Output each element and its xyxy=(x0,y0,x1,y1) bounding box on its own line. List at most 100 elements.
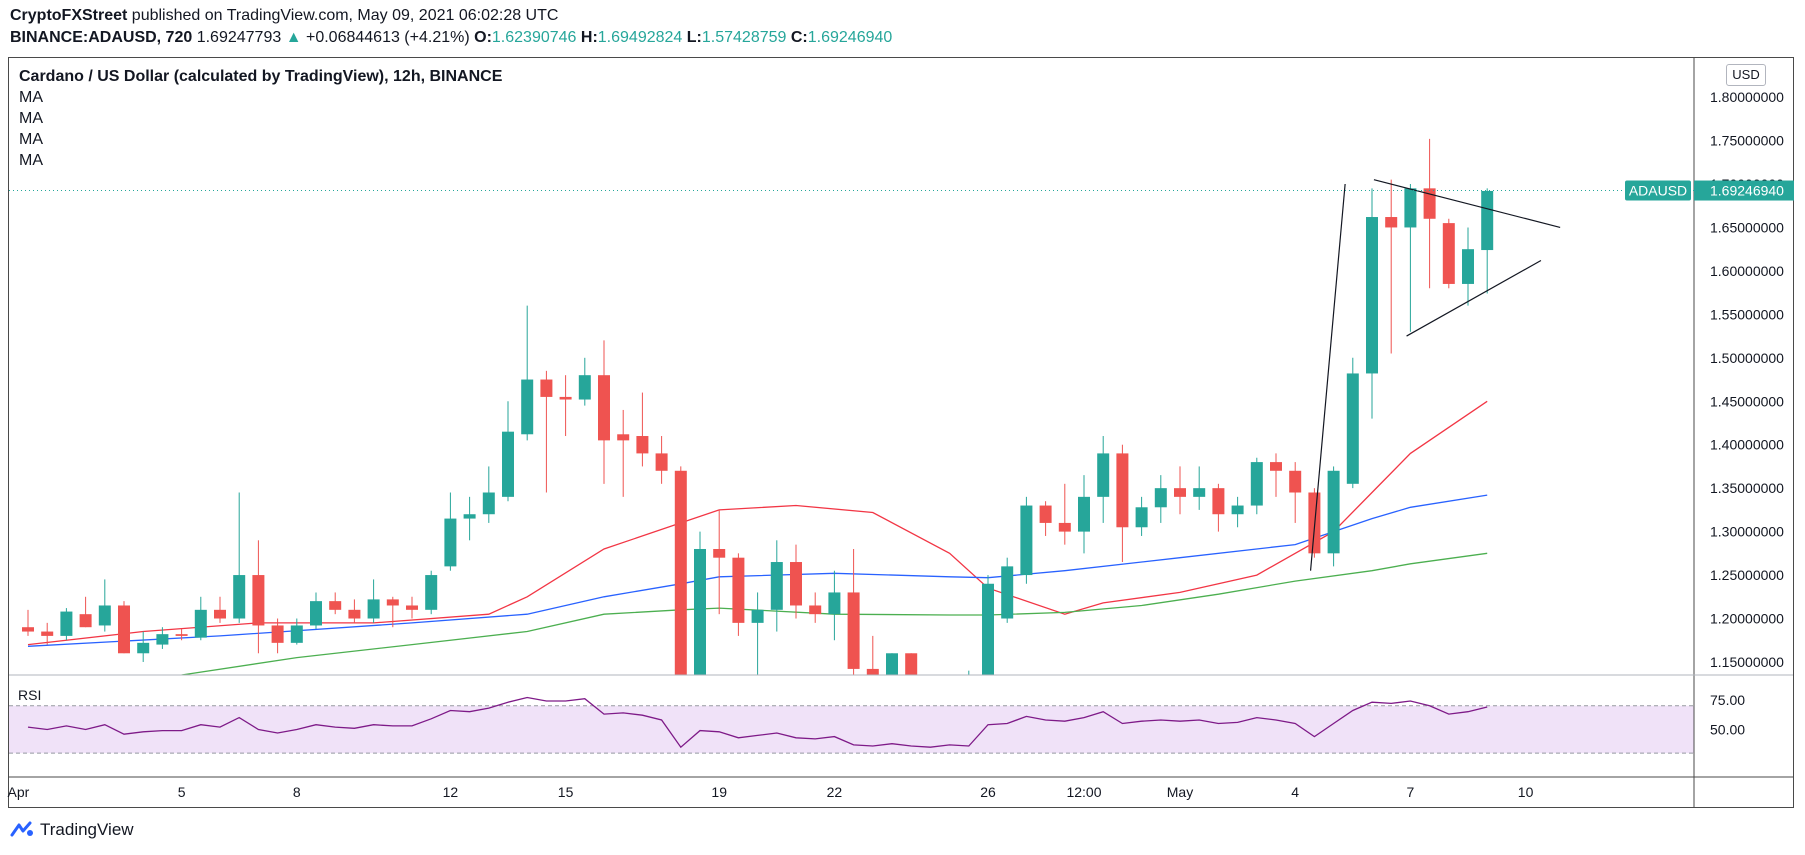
price-tick-label: 1.65000000 xyxy=(1710,219,1784,235)
price-tick-label: 1.25000000 xyxy=(1710,567,1784,583)
open-value: 1.62390746 xyxy=(491,29,577,46)
candle-body xyxy=(1231,505,1244,515)
candle xyxy=(214,596,226,623)
price-tick-label: 1.40000000 xyxy=(1710,437,1784,453)
ma-legend-3[interactable]: MA xyxy=(19,131,43,148)
up-arrow-icon: ▲ xyxy=(285,29,302,46)
candle-body xyxy=(1116,453,1129,528)
moving-averages xyxy=(27,400,1488,675)
candle xyxy=(598,340,610,484)
candle-body xyxy=(1327,470,1340,554)
candle-body xyxy=(194,609,207,638)
candle xyxy=(944,679,956,696)
candle-body xyxy=(886,653,898,675)
candle-body xyxy=(540,379,553,397)
candle xyxy=(1231,496,1244,528)
candle xyxy=(271,618,284,654)
candle xyxy=(636,392,649,467)
candle-body xyxy=(1462,249,1474,284)
candle xyxy=(233,492,246,623)
candle xyxy=(1058,483,1071,545)
candle xyxy=(156,627,169,649)
candle xyxy=(1001,557,1014,623)
candle xyxy=(540,370,553,493)
price-tick-label: 1.30000000 xyxy=(1710,524,1784,540)
trend-line xyxy=(1309,183,1346,571)
symbol-tag xyxy=(1625,180,1691,201)
candle xyxy=(310,592,322,629)
candle xyxy=(60,608,73,641)
candle xyxy=(348,599,361,623)
candle-body xyxy=(310,601,322,626)
rsi-label[interactable]: RSI xyxy=(18,687,42,703)
candle-body xyxy=(1346,373,1359,484)
candle xyxy=(694,531,706,675)
candle-body xyxy=(79,614,92,628)
candle-body xyxy=(444,518,457,567)
candle xyxy=(713,509,726,615)
tradingview-logo[interactable]: TradingView xyxy=(10,820,134,840)
candle xyxy=(1135,496,1148,536)
candle-body xyxy=(463,514,476,519)
candle xyxy=(425,570,438,615)
ma-legend-4[interactable]: MA xyxy=(19,152,43,169)
candle-body xyxy=(1212,488,1225,515)
candle xyxy=(617,409,630,497)
candle xyxy=(1346,357,1359,489)
published-text: published on TradingView.com, May 09, 20… xyxy=(127,7,559,24)
candle-body xyxy=(1097,453,1110,497)
close-value: 1.69246940 xyxy=(807,29,893,46)
candle xyxy=(1481,188,1494,294)
candle-body xyxy=(175,634,188,636)
candle-body xyxy=(963,681,975,684)
time-tick-label: 12:00 xyxy=(1066,784,1101,800)
rsi-tick-label: 50.00 xyxy=(1710,721,1745,737)
candle-body xyxy=(578,375,591,400)
candle-body xyxy=(866,668,879,675)
ohlc-line: BINANCE:ADAUSD, 720 1.69247793 ▲ +0.0684… xyxy=(10,29,892,47)
high-label: H: xyxy=(580,29,598,46)
candle-body xyxy=(1385,217,1398,228)
candle-body xyxy=(809,605,822,615)
ma-legend-2[interactable]: MA xyxy=(19,110,43,127)
candle xyxy=(924,679,936,705)
close-label: C: xyxy=(790,29,808,46)
candle-body xyxy=(41,631,54,636)
candle xyxy=(655,436,668,484)
currency-button[interactable]: USD xyxy=(1726,64,1766,86)
high-value: 1.69492824 xyxy=(597,29,683,46)
publisher-name[interactable]: CryptoFXStreet xyxy=(10,7,128,24)
candle-body xyxy=(348,609,361,619)
ma-line-blue xyxy=(27,494,1488,647)
price-tick-label: 1.75000000 xyxy=(1710,133,1784,149)
candle xyxy=(463,496,476,541)
candle xyxy=(982,575,994,675)
ma-legend-1[interactable]: MA xyxy=(19,89,43,106)
time-tick-label: Apr xyxy=(8,784,30,800)
candle xyxy=(1327,466,1340,567)
candle-body xyxy=(137,642,150,654)
candles xyxy=(22,138,1494,705)
candle xyxy=(386,596,399,628)
candle-body xyxy=(694,548,706,675)
ma-line-red xyxy=(27,400,1488,646)
change-value: +0.06844613 (+4.21%) xyxy=(305,29,470,46)
time-tick-label: 22 xyxy=(827,784,843,800)
candle-body xyxy=(1135,507,1148,528)
candle-body xyxy=(924,688,936,701)
candle-body xyxy=(713,548,726,558)
price-tick-label: 1.15000000 xyxy=(1710,654,1784,670)
price-tick-label: 1.55000000 xyxy=(1710,306,1784,322)
candle-body xyxy=(1404,188,1417,228)
trend-line xyxy=(1406,259,1542,337)
candle-body xyxy=(1442,223,1455,284)
candle-body xyxy=(22,627,34,632)
price-tick-label: 1.60000000 xyxy=(1710,263,1784,279)
candle-body xyxy=(598,375,610,441)
candle xyxy=(1020,496,1033,584)
candle xyxy=(1116,444,1129,563)
candle xyxy=(1154,475,1167,523)
candle-body xyxy=(406,605,418,610)
candle xyxy=(905,653,918,675)
